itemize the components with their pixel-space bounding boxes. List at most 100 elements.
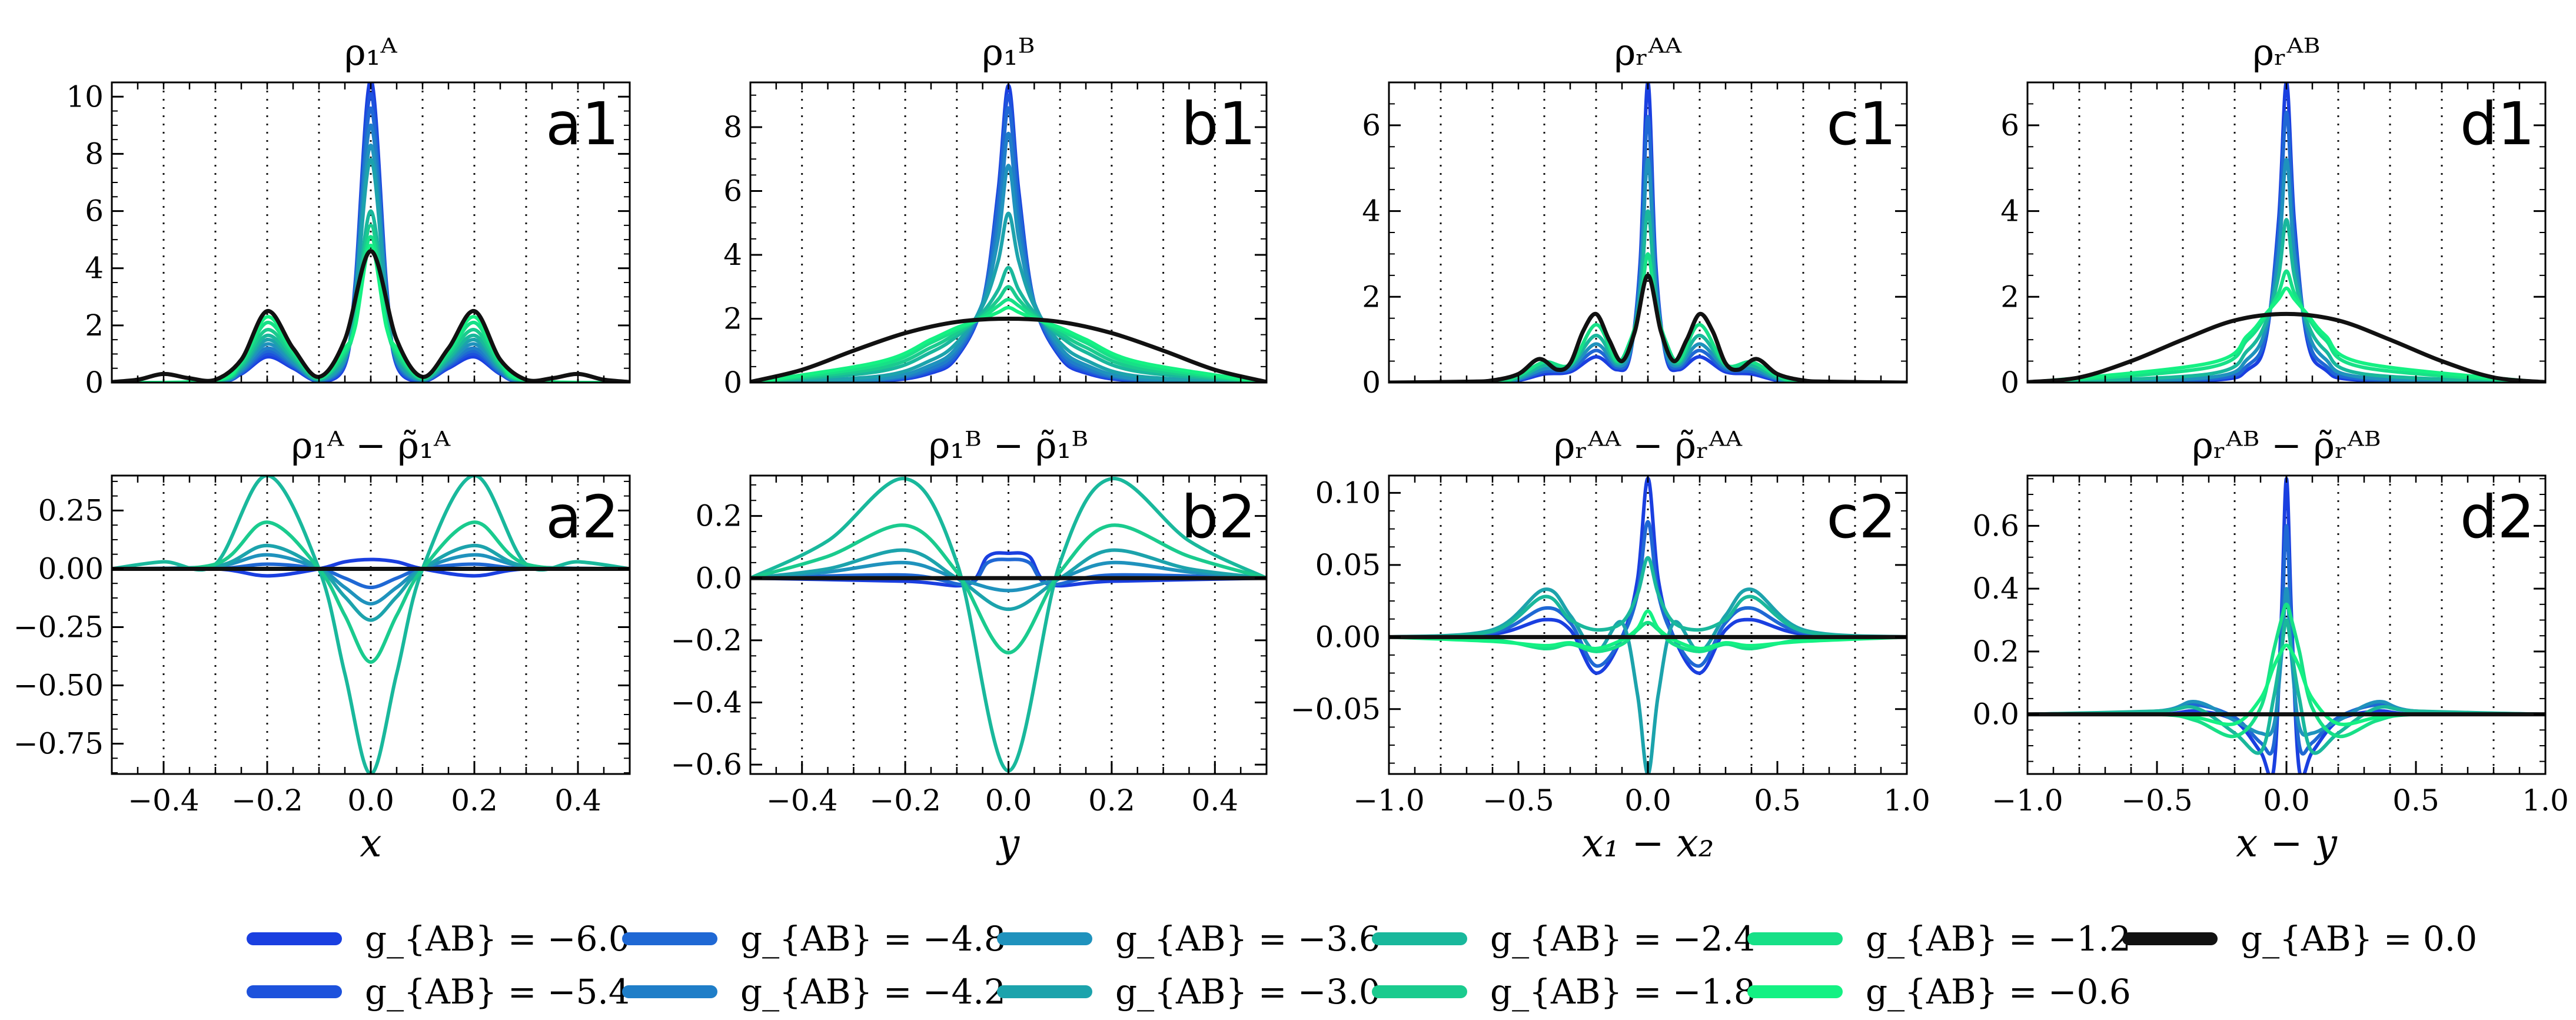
series-line-d1-g2 — [2027, 111, 2545, 383]
ytick-label-a1: 0 — [85, 366, 104, 400]
legend-label: g_{AB} = 0.0 — [2241, 919, 2477, 959]
legend-label: g_{AB} = −3.0 — [1115, 972, 1381, 1012]
ytick-label-a2: −0.75 — [14, 727, 104, 761]
ytick-label-c1: 6 — [1362, 108, 1381, 142]
series-line-d2-g4 — [2027, 587, 2545, 737]
xtick-label-d2: 1.0 — [2522, 783, 2569, 818]
xtick-label-a2: 0.2 — [451, 783, 498, 818]
xtick-label-b2: 0.0 — [985, 783, 1032, 818]
ytick-label-d2: 0.2 — [1972, 634, 2019, 669]
ytick-label-b1: 2 — [723, 301, 742, 335]
panel-title-c2: ρᵣᴬᴬ − ρ̃ᵣᴬᴬ — [1554, 424, 1743, 467]
series-line-c2-g2 — [1389, 520, 1907, 668]
series-line-a2-g4 — [112, 553, 630, 606]
xtick-label-c2: 1.0 — [1883, 783, 1930, 818]
ytick-label-d1: 6 — [2000, 108, 2019, 142]
xtick-label-d2: 0.5 — [2392, 783, 2439, 818]
series-line-b2-g0 — [750, 551, 1267, 588]
legend-label: g_{AB} = −4.8 — [740, 919, 1006, 959]
xtick-label-b2: 0.4 — [1192, 783, 1239, 818]
series-line-c2-g6 — [1389, 556, 1907, 639]
panel-b2: 0.2 0.0 −0.2 −0.4 −0.6 −0.4 −0.2 0.0 0.2 0.4 y ρ₁ᴮ … — [671, 424, 1268, 866]
ytick-label-b2: −0.4 — [671, 686, 742, 720]
ytick-label-a2: 0.00 — [38, 551, 104, 586]
ytick-label-b2: 0.0 — [695, 561, 742, 595]
series-line-b1-g9 — [750, 305, 1267, 383]
legend-label: g_{AB} = −1.8 — [1490, 972, 1756, 1012]
xtick-label-d2: −0.5 — [2121, 783, 2192, 818]
series-line-c2-g5 — [1389, 587, 1907, 774]
legend-item: g_{AB} = −5.4 — [247, 972, 630, 1012]
ytick-label-d1: 2 — [2000, 280, 2019, 314]
ytick-label-c2: 0.10 — [1315, 476, 1381, 510]
series-line-b1-g10 — [750, 316, 1267, 383]
xtick-label-a2: −0.2 — [231, 783, 303, 818]
series-line-b1-g4 — [750, 164, 1267, 383]
xtick-label-c2: 0.5 — [1754, 783, 1801, 818]
series-line-a1-g8 — [112, 235, 630, 383]
ytick-label-c2: −0.05 — [1291, 692, 1381, 726]
ytick-label-d2: 0.4 — [1972, 572, 2019, 606]
ytick-label-b2: 0.2 — [695, 499, 742, 533]
xtick-label-b2: 0.2 — [1088, 783, 1135, 818]
series-line-d1-g0 — [2027, 82, 2545, 383]
ytick-label-d2: 0.0 — [1972, 697, 2019, 732]
ytick-label-c1: 0 — [1362, 366, 1381, 400]
legend-label: g_{AB} = −1.2 — [1866, 919, 2131, 959]
panel-a1: 0 2 4 6 8 10 ρ₁ᴬ a1 — [66, 31, 631, 400]
legend-label: g_{AB} = −4.2 — [740, 972, 1006, 1012]
series-line-d1-g8 — [2027, 269, 2545, 383]
legend-item: g_{AB} = −4.2 — [622, 972, 1006, 1012]
legend-item: g_{AB} = −3.0 — [997, 972, 1381, 1012]
ytick-label-b1: 6 — [723, 174, 742, 208]
series-line-d1-g9 — [2027, 286, 2545, 383]
xtick-label-c2: −1.0 — [1353, 783, 1424, 818]
series-line-d2-g6 — [2027, 618, 2545, 755]
ytick-label-a2: 0.25 — [38, 493, 104, 527]
panel-d2: 0.6 0.4 0.2 0.0 −1.0 −0.5 0.0 0.5 1.0 x − y ρᵣᴬᴮ −… — [1972, 424, 2568, 866]
ytick-label-c1: 4 — [1362, 194, 1381, 228]
series-line-b2-g7 — [750, 523, 1267, 655]
series-line-b1-g8 — [750, 297, 1267, 383]
ytick-label-b1: 8 — [723, 110, 742, 144]
legend-label: g_{AB} = −3.6 — [1115, 919, 1381, 959]
ytick-label-b1: 0 — [723, 366, 742, 400]
ytick-label-c2: 0.05 — [1315, 548, 1381, 582]
xtick-label-a2: 0.4 — [554, 783, 601, 818]
series-line-c1-g8 — [1389, 252, 1907, 383]
series-line-b1-g7 — [750, 285, 1267, 383]
series-line-c1-g4 — [1389, 158, 1907, 383]
legend: g_{AB} = −6.0 g_{AB} = −5.4 g_{AB} = −4.8 g… — [247, 919, 2477, 1012]
ytick-label-a1: 6 — [85, 194, 104, 228]
legend-label: g_{AB} = −2.4 — [1490, 919, 1756, 959]
series-line-a2-g5 — [112, 543, 630, 622]
ytick-label-a1: 8 — [85, 137, 104, 171]
ytick-label-c2: 0.00 — [1315, 620, 1381, 654]
xtick-label-a2: −0.4 — [128, 783, 199, 818]
series-line-d1-g4 — [2027, 158, 2545, 383]
series-line-a2-g6 — [112, 476, 630, 774]
panel-b1: 0 2 4 6 8 ρ₁ᴮ b1 — [723, 31, 1268, 400]
ytick-label-a1: 10 — [66, 79, 104, 114]
panel-title-d1: ρᵣᴬᴮ — [2253, 31, 2321, 74]
panel-tag-d1: d1 — [2460, 89, 2535, 158]
series-line-c1-g0 — [1389, 82, 1907, 383]
series-line-b1-g5 — [750, 211, 1267, 383]
series-line-c1-g6 — [1389, 209, 1907, 383]
panel-title-c1: ρᵣᴬᴬ — [1614, 31, 1682, 74]
panel-a2: 0.25 0.00 −0.25 −0.50 −0.75 −0.4 −0.2 0.0 0.2 0.4… — [14, 424, 631, 866]
xtick-label-d2: −1.0 — [1992, 783, 2063, 818]
legend-item: g_{AB} = 0.0 — [2122, 919, 2477, 959]
panel-d1: 0 2 4 6 ρᵣᴬᴮ d1 — [2000, 31, 2547, 400]
panel-c2: 0.10 0.05 0.00 −0.05 −1.0 −0.5 0.0 0.5 1.0 x₁ − x… — [1291, 424, 1930, 866]
ytick-label-d1: 4 — [2000, 194, 2019, 228]
panel-title-a2: ρ₁ᴬ − ρ̃₁ᴬ — [291, 424, 451, 467]
series-line-a1-g0 — [112, 82, 630, 383]
series-line-d1-g10 — [2027, 311, 2545, 383]
panel-title-d2: ρᵣᴬᴮ − ρ̃ᵣᴬᴮ — [2192, 424, 2381, 467]
panel-tag-b1: b1 — [1181, 89, 1256, 158]
ytick-label-b2: −0.2 — [671, 623, 742, 657]
legend-item: g_{AB} = −1.2 — [1747, 919, 2131, 959]
panel-tag-a2: a2 — [546, 483, 619, 551]
legend-item: g_{AB} = −6.0 — [247, 919, 630, 959]
